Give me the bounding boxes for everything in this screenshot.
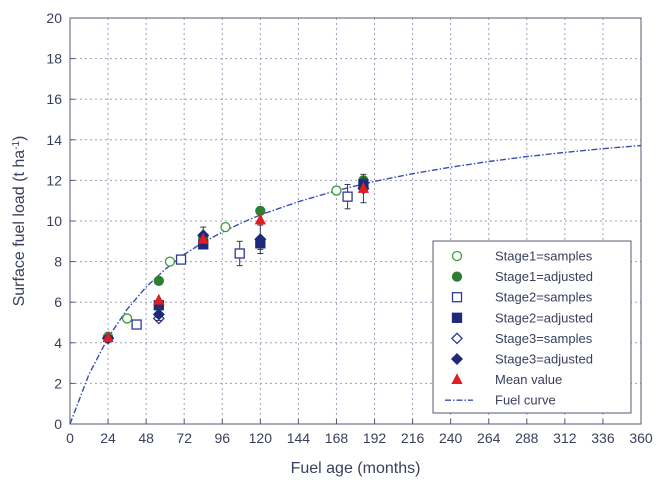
legend-label: Stage1=samples	[495, 249, 593, 264]
series-layer	[102, 173, 370, 345]
legend-item-stage2-adjusted: Stage2=adjusted	[451, 310, 593, 325]
legend-swatch	[451, 250, 463, 262]
x-tick-label: 360	[629, 430, 653, 446]
data-point	[342, 191, 353, 202]
data-point	[121, 313, 133, 324]
legend-item-mean-value: Mean value	[451, 372, 562, 387]
legend-swatch	[451, 271, 463, 282]
legend-label: Stage2=adjusted	[495, 310, 593, 325]
legend-label: Stage2=samples	[495, 290, 593, 305]
y-tick-label: 10	[46, 213, 62, 229]
data-point	[164, 256, 176, 267]
legend-item-stage2-samples: Stage2=samples	[451, 290, 593, 305]
y-tick-label: 18	[46, 51, 62, 67]
x-tick-label: 288	[515, 430, 539, 446]
data-point	[234, 248, 245, 259]
y-tick-label: 16	[46, 91, 62, 107]
y-tick-label: 8	[54, 254, 62, 270]
legend-item-fuel-curve: Fuel curve	[445, 393, 556, 408]
legend-item-stage3-samples: Stage3=samples	[450, 331, 593, 346]
x-tick-label: 264	[477, 430, 501, 446]
x-tick-label: 168	[325, 430, 349, 446]
legend-box	[432, 240, 632, 414]
x-tick-label: 336	[591, 430, 615, 446]
y-tick-label: 6	[54, 294, 62, 310]
x-tick-label: 96	[214, 430, 230, 446]
y-axis-title-close: )	[11, 136, 28, 141]
legend-item-stage3-adjusted: Stage3=adjusted	[450, 352, 593, 367]
y-tick-label: 20	[46, 10, 62, 26]
legend-item-stage1-samples: Stage1=samples	[451, 249, 593, 264]
y-tick-label: 12	[46, 172, 62, 188]
data-point	[254, 233, 267, 246]
x-tick-label: 120	[249, 430, 273, 446]
data-point	[153, 275, 164, 287]
data-point	[175, 254, 187, 265]
y-axis-title-superscript: -1	[11, 141, 22, 150]
x-tick-label: 0	[66, 430, 74, 446]
x-axis-title: Fuel age (months)	[291, 460, 421, 477]
data-point	[220, 221, 231, 233]
series-stage2-samples	[131, 183, 353, 330]
y-tick-label: 0	[54, 416, 62, 432]
x-axis: 0 24 48 72 96 120 144 168 192 216 240 264 288 312 336 3…	[66, 419, 653, 446]
legend-label: Fuel curve	[495, 393, 556, 408]
legend-swatch	[451, 292, 463, 303]
legend-item-stage1-adjusted: Stage1=adjusted	[451, 269, 593, 284]
fuel-curve-line	[69, 144, 642, 425]
data-point	[357, 182, 370, 193]
legend-label: Stage3=samples	[495, 331, 593, 346]
legend: Stage1=samples Stage1=adjusted Stage2=samp…	[432, 240, 632, 414]
y-tick-label: 2	[54, 375, 62, 391]
x-tick-label: 24	[100, 430, 116, 446]
x-tick-label: 72	[176, 430, 192, 446]
data-point	[331, 185, 342, 196]
x-tick-label: 144	[287, 430, 311, 446]
y-axis: 0 2 4 6 8 10 12 14 16 18 20	[46, 10, 75, 432]
data-point	[152, 308, 165, 321]
y-tick-label: 14	[46, 132, 62, 148]
data-point	[153, 293, 165, 305]
data-point	[197, 232, 209, 244]
x-tick-label: 312	[553, 430, 577, 446]
legend-swatch	[450, 352, 464, 366]
legend-label: Mean value	[495, 372, 562, 387]
data-point	[131, 319, 142, 330]
x-tick-label: 216	[401, 430, 425, 446]
series-mean-value	[102, 182, 370, 343]
y-axis-title: Surface fuel load (t ha-1)	[11, 136, 29, 307]
x-tick-label: 48	[138, 430, 154, 446]
x-tick-label: 240	[439, 430, 463, 446]
data-point	[254, 213, 266, 225]
y-axis-title-main: Surface fuel load (t ha	[11, 150, 28, 307]
legend-swatch	[451, 373, 463, 385]
y-tick-label: 4	[54, 335, 62, 351]
x-tick-label: 192	[363, 430, 387, 446]
legend-swatch	[450, 332, 464, 345]
legend-label: Stage1=adjusted	[495, 269, 593, 284]
legend-swatch	[451, 312, 463, 323]
legend-label: Stage3=adjusted	[495, 352, 593, 367]
data-point	[102, 331, 114, 343]
